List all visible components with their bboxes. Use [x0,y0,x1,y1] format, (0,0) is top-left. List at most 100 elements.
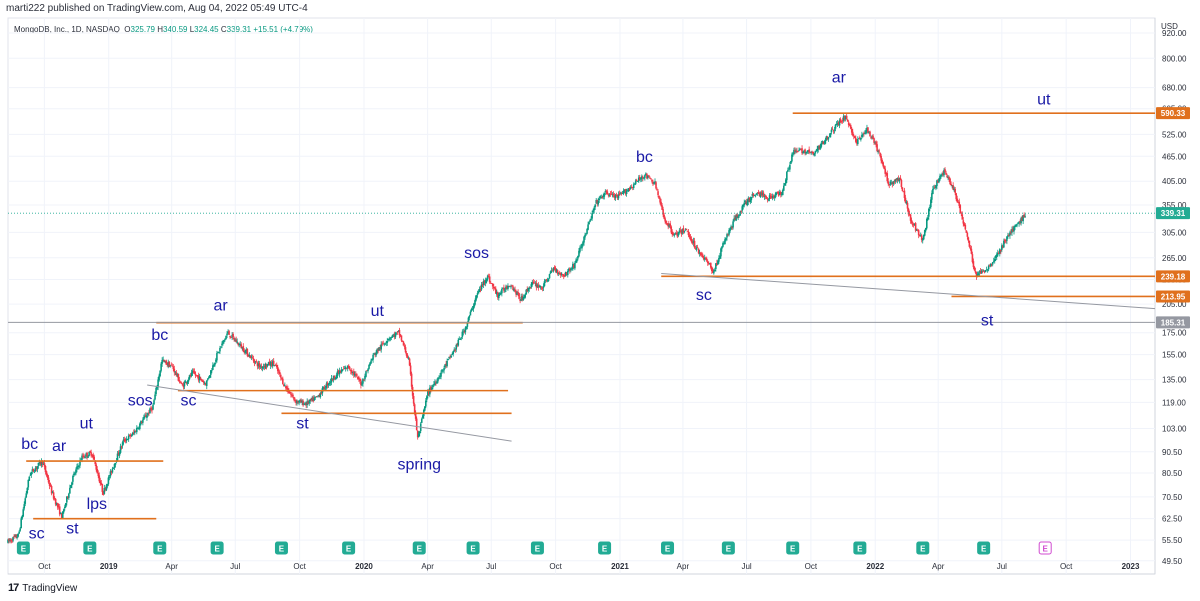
candle-body [536,284,539,288]
earnings-marker[interactable]: E [853,541,867,555]
candle-body [200,379,203,381]
candle-body [814,151,817,154]
candle-body [967,237,970,241]
candle-body [760,191,763,196]
candle-body [236,341,238,344]
earnings-marker[interactable]: E [721,541,735,555]
candle-body [666,223,668,225]
candle-body [39,462,42,465]
candle-body [522,297,524,301]
earnings-marker[interactable]: E [412,541,426,555]
candle-body [297,400,299,403]
time-tick-label: 2021 [611,562,629,571]
candle-body [990,263,993,265]
earnings-marker[interactable]: E [83,541,97,555]
earnings-marker[interactable]: E [598,541,612,555]
candle-body [839,119,842,122]
earnings-badge [977,541,991,555]
earnings-marker[interactable]: E [661,541,675,555]
candle-body [168,361,171,368]
candle-body [223,339,225,343]
candle-body [710,267,713,272]
earnings-letter: E [214,545,220,554]
candle-body [84,457,86,459]
candle-body [535,282,538,288]
earnings-marker[interactable]: E [786,541,800,555]
candle-body [40,460,43,466]
earnings-marker[interactable]: E [977,541,991,555]
candle-body [243,351,246,353]
candle-body [779,192,782,195]
earnings-marker[interactable]: E [274,541,288,555]
earnings-letter: E [87,545,93,554]
earnings-marker[interactable]: E [16,541,30,555]
candle-body [41,460,44,465]
candle-body [955,193,957,200]
candle-body [308,401,310,404]
candle-body [113,463,116,468]
candle-body [651,179,653,182]
candle-body [140,421,142,425]
candle-body [154,394,156,400]
candle-body [469,311,472,316]
earnings-marker[interactable]: E [342,541,356,555]
price-badge [1156,270,1190,283]
candle-body [14,535,16,537]
earnings-marker[interactable]: E [210,541,224,555]
earnings-letter: E [157,545,163,554]
earnings-marker[interactable]: E [466,541,480,555]
high-value: 340.59 [163,25,188,34]
candle-body [477,291,480,294]
candle-body [387,338,390,340]
candle-body [575,260,577,263]
candle-body [526,289,529,292]
candle-body [96,469,99,474]
wyckoff-label-st: st [296,415,309,432]
candle-body [199,377,202,379]
candle-body [256,362,259,367]
candle-body [7,539,9,543]
candle-body [52,492,55,499]
earnings-marker[interactable]: E [1038,541,1052,555]
candle-body [848,125,851,127]
candle-body [49,485,52,487]
candle-body [685,228,688,231]
candle-body [129,434,132,437]
candle-body [1010,231,1012,233]
candle-body [822,141,825,145]
candle-body [588,222,590,225]
candle-body [785,179,787,184]
candle-body [366,370,368,372]
price-badge-label: 590.33 [1161,109,1186,118]
candle-body [862,133,864,135]
candle-body [617,194,620,199]
candle-body [572,263,574,270]
candle-body [392,334,395,336]
wyckoff-label-st: st [66,521,79,538]
candle-body [509,285,511,287]
earnings-marker[interactable]: E [530,541,544,555]
candle-body [772,195,775,198]
earnings-badge [274,541,288,555]
candle-body [546,280,549,282]
candle-body [246,349,249,356]
price-axis[interactable]: 920.00800.00680.00605.00525.00465.00405.… [8,29,1187,566]
candle-body [466,322,469,327]
candle-body [241,347,244,349]
candle-body [662,209,664,215]
earnings-marker[interactable]: E [153,541,167,555]
candle-body [475,295,478,299]
earnings-marker[interactable]: E [916,541,930,555]
earnings-badge [916,541,930,555]
candle-body [171,365,174,367]
candle-body [943,169,945,176]
candle-body [51,492,54,494]
candle-body [613,195,616,198]
candle-body [278,372,281,374]
time-axis[interactable]: Oct 2019 Apr Jul Oct 2020 Apr Jul Oct 2021 Apr Jul O… [38,18,1140,574]
candle-body [809,151,811,153]
candle-body [957,202,960,204]
candle-body [435,382,437,384]
candle-body [619,193,622,195]
